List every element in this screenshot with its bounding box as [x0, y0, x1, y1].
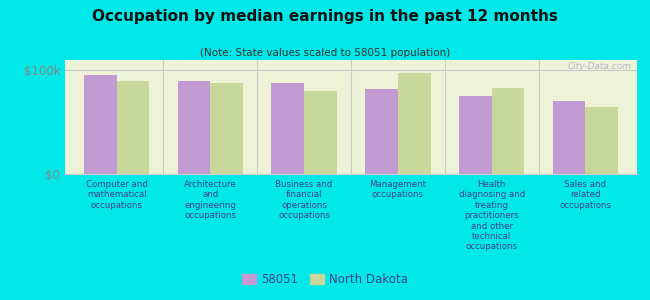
Text: Occupation by median earnings in the past 12 months: Occupation by median earnings in the pas… — [92, 9, 558, 24]
Text: (Note: State values scaled to 58051 population): (Note: State values scaled to 58051 popu… — [200, 48, 450, 58]
Bar — [304, 91, 337, 174]
Bar — [84, 74, 116, 174]
Text: Management
occupations: Management occupations — [369, 180, 426, 200]
Bar — [271, 83, 304, 174]
Text: Business and
financial
operations
occupations: Business and financial operations occupa… — [276, 180, 333, 220]
Bar — [116, 81, 150, 174]
Bar — [398, 74, 431, 174]
Bar — [211, 83, 243, 174]
Text: Health
diagnosing and
treating
practitioners
and other
technical
occupations: Health diagnosing and treating practitio… — [458, 180, 525, 251]
Bar — [586, 106, 618, 174]
Bar — [365, 89, 398, 174]
Bar — [491, 88, 525, 174]
Text: Computer and
mathematical
occupations: Computer and mathematical occupations — [86, 180, 148, 210]
Bar — [177, 81, 211, 174]
Bar — [459, 96, 491, 174]
Bar — [552, 101, 586, 174]
Text: Architecture
and
engineering
occupations: Architecture and engineering occupations — [184, 180, 237, 220]
Text: Sales and
related
occupations: Sales and related occupations — [560, 180, 612, 210]
Text: City-Data.com: City-Data.com — [567, 62, 631, 71]
Legend: 58051, North Dakota: 58051, North Dakota — [237, 269, 413, 291]
